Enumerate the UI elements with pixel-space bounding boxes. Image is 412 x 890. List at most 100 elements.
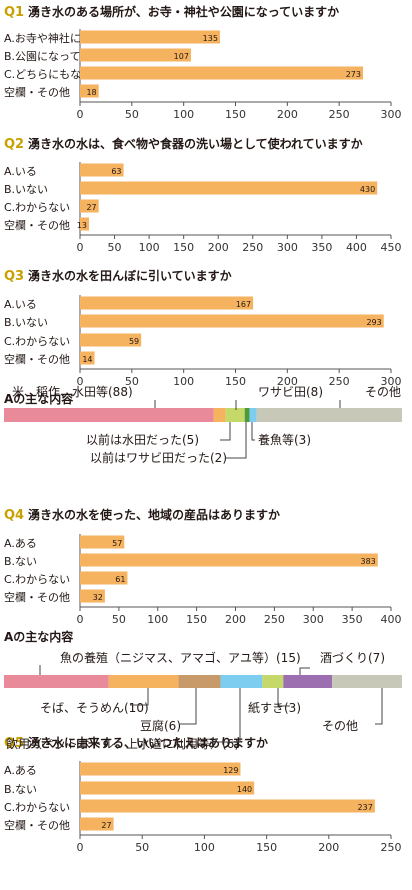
x-tick-label: 100 [139, 241, 160, 254]
bar [80, 781, 255, 795]
x-tick-label: 50 [112, 613, 126, 626]
category-label: A.いる [4, 165, 37, 178]
breakdown-label: 米、稲作、水田等(88) [12, 385, 133, 399]
x-tick-label: 150 [256, 841, 277, 854]
stack-segment [178, 675, 221, 688]
question-title: 湧き水の水を使った、地域の産品はありますか [28, 507, 280, 522]
x-tick-label: 400 [381, 613, 402, 626]
category-label: B.いない [4, 183, 48, 196]
data-label: 237 [358, 803, 373, 812]
question-title: 湧き水のある場所が、お寺・神社や公園になっていますか [28, 4, 339, 19]
bar [80, 333, 142, 347]
x-tick-label: 100 [173, 375, 194, 388]
data-label: 14 [82, 355, 92, 364]
data-label: 129 [223, 766, 238, 775]
data-label: 383 [361, 557, 376, 566]
category-label: B.ない [4, 783, 37, 796]
leader-line [220, 422, 231, 441]
x-tick-label: 200 [277, 375, 298, 388]
x-tick-label: 0 [77, 241, 84, 254]
x-tick-label: 450 [381, 241, 402, 254]
stack-segment [256, 408, 402, 422]
x-tick-label: 350 [311, 241, 332, 254]
x-tick-label: 250 [329, 108, 350, 121]
bar [80, 163, 124, 177]
question-number: Q1 [4, 5, 24, 20]
question-title: 湧き水の水は、食べ物や食器の洗い場として使われていますか [28, 136, 363, 151]
leader-line [225, 422, 247, 459]
x-tick-label: 300 [381, 375, 402, 388]
x-tick-label: 150 [225, 108, 246, 121]
question-title: 湧き水に由来する、いいつたえはありますか [28, 735, 268, 750]
stack-segment [332, 675, 402, 688]
data-label: 57 [112, 539, 122, 548]
stack-segment [225, 408, 245, 422]
bar [80, 296, 254, 310]
stack-segment [262, 675, 284, 688]
x-tick-label: 250 [264, 613, 285, 626]
data-label: 63 [111, 167, 121, 176]
data-label: 107 [174, 52, 189, 61]
stack-segment [4, 675, 109, 688]
x-tick-label: 50 [135, 841, 149, 854]
category-label: C.わからない [4, 801, 70, 814]
stack-segment [283, 675, 333, 688]
x-tick-label: 50 [125, 375, 139, 388]
category-label: 空欄・その他 [4, 85, 70, 99]
breakdown-label: 以前はワサビ田だった(2) [90, 450, 227, 465]
bar [80, 351, 95, 365]
data-label: 27 [101, 821, 111, 830]
x-tick-label: 300 [381, 108, 402, 121]
x-tick-label: 200 [318, 841, 339, 854]
leader-line [251, 422, 255, 441]
bar [80, 30, 220, 44]
category-label: 空欄・その他 [4, 818, 70, 832]
x-tick-label: 300 [303, 613, 324, 626]
x-tick-label: 0 [77, 613, 84, 626]
bar [80, 199, 99, 213]
x-tick-label: 150 [173, 241, 194, 254]
bar [80, 66, 364, 80]
data-label: 32 [93, 593, 103, 602]
category-label: A.ある [4, 764, 37, 777]
x-tick-label: 150 [225, 375, 246, 388]
leader-line [180, 688, 197, 725]
bar [80, 84, 99, 98]
category-label: C.わからない [4, 201, 70, 214]
x-tick-label: 150 [186, 613, 207, 626]
x-tick-label: 50 [108, 241, 122, 254]
x-tick-label: 0 [77, 375, 84, 388]
leader-line [130, 688, 149, 706]
bar [80, 571, 128, 585]
question-number: Q4 [4, 508, 24, 523]
category-label: C.わからない [4, 335, 70, 348]
x-tick-label: 200 [277, 108, 298, 121]
category-label: 空欄・その他 [4, 352, 70, 366]
leader-line [299, 667, 310, 675]
question-number: Q2 [4, 137, 24, 152]
bar [80, 589, 105, 603]
breakdown-title: Aの主な内容 [4, 391, 73, 406]
data-label: 167 [236, 300, 251, 309]
x-tick-label: 350 [342, 613, 363, 626]
breakdown-label: 酒づくり(7) [320, 651, 385, 665]
category-label: B.ない [4, 555, 37, 568]
bar [80, 314, 384, 328]
x-tick-label: 250 [242, 241, 263, 254]
x-tick-label: 100 [173, 108, 194, 121]
bar [80, 553, 378, 567]
stack-segment [244, 408, 250, 422]
bar [80, 762, 241, 776]
x-tick-label: 250 [329, 375, 350, 388]
data-label: 135 [203, 34, 218, 43]
x-tick-label: 400 [346, 241, 367, 254]
breakdown-label: 紙すき(3) [248, 700, 301, 715]
question-number: Q5 [4, 736, 24, 751]
category-label: A.ある [4, 537, 37, 550]
breakdown-label: 魚の養殖（ニジマス、アマゴ、アユ等）(15) [60, 650, 301, 665]
bar [80, 799, 375, 813]
breakdown-label: その他 [322, 719, 358, 733]
data-label: 61 [115, 575, 125, 584]
question-title: 湧き水の水を田んぼに引いていますか [28, 268, 232, 283]
data-label: 140 [237, 785, 252, 794]
